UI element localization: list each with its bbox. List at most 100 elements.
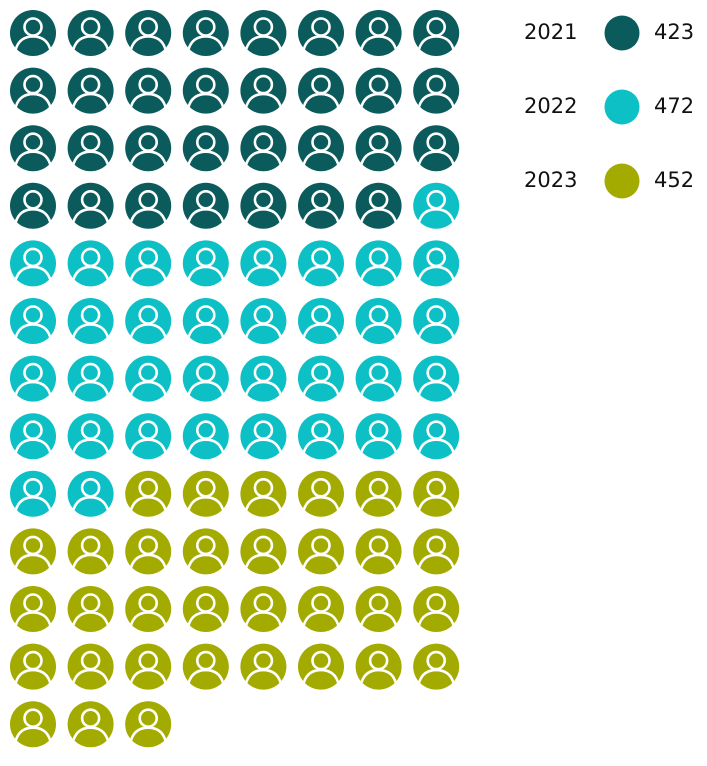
person-icon	[240, 355, 287, 402]
icon-body	[72, 495, 109, 511]
icon-body	[417, 438, 455, 453]
icon-body	[129, 92, 167, 108]
icon-disc	[10, 182, 56, 229]
person-icon	[10, 240, 56, 287]
icon-body	[14, 207, 52, 223]
person-icon	[240, 586, 287, 632]
icon-disc	[125, 355, 172, 402]
icon-body	[302, 92, 340, 108]
icon-body	[14, 726, 52, 741]
icon-body	[302, 35, 340, 50]
icon-body	[245, 668, 282, 684]
icon-body	[187, 265, 225, 281]
icon-disc	[355, 586, 402, 632]
icon-body	[129, 668, 167, 684]
icon-disc	[10, 586, 56, 632]
person-icon	[182, 470, 229, 517]
person-icon	[125, 470, 172, 517]
icon-body	[245, 92, 282, 108]
icon-disc	[182, 182, 229, 229]
person-icon	[67, 643, 114, 690]
icon-body	[245, 495, 282, 511]
icon-disc	[125, 10, 172, 56]
icon-body	[417, 323, 455, 338]
icon-disc	[413, 182, 460, 229]
person-icon	[413, 125, 460, 172]
icon-body	[129, 265, 167, 281]
icon-body	[360, 92, 397, 108]
icon-disc	[182, 298, 229, 344]
icon-disc	[67, 67, 114, 114]
person-icon	[413, 470, 460, 517]
person-icon	[182, 182, 229, 229]
icon-body	[245, 380, 282, 396]
icon-disc	[67, 528, 114, 575]
icon-disc	[182, 240, 229, 287]
person-icon	[413, 528, 460, 575]
person-icon	[355, 67, 402, 114]
person-icon	[240, 67, 287, 114]
person-icon	[182, 67, 229, 114]
icon-disc	[182, 528, 229, 575]
icon-disc	[413, 125, 460, 172]
person-icon	[413, 10, 460, 56]
person-icon	[10, 355, 56, 402]
icon-body	[14, 380, 52, 396]
icon-body	[129, 323, 167, 338]
icon-disc	[240, 67, 287, 114]
person-icon	[10, 182, 56, 229]
legend-value: 452	[654, 168, 694, 192]
icon-disc	[298, 643, 344, 690]
icon-disc	[240, 298, 287, 344]
icon-disc	[298, 125, 344, 172]
icon-body	[187, 92, 225, 108]
icon-body	[14, 35, 52, 50]
icon-disc	[125, 701, 172, 748]
icon-disc	[182, 586, 229, 632]
icon-body	[187, 495, 225, 511]
icon-body	[129, 553, 167, 569]
icon-body	[302, 438, 340, 453]
icon-disc	[298, 182, 344, 229]
person-icon	[182, 125, 229, 172]
icon-disc	[298, 586, 344, 632]
icon-disc	[182, 355, 229, 402]
icon-disc	[10, 125, 56, 172]
icon-body	[245, 150, 282, 165]
icon-body	[360, 438, 397, 453]
icon-body	[129, 726, 167, 741]
icon-body	[245, 438, 282, 453]
icon-disc	[240, 182, 287, 229]
person-icon	[240, 240, 287, 287]
icon-body	[302, 611, 340, 626]
icon-body	[302, 265, 340, 281]
icon-body	[360, 207, 397, 223]
icon-body	[360, 553, 397, 569]
person-icon	[182, 240, 229, 287]
icon-disc	[413, 413, 460, 460]
person-icon	[298, 182, 344, 229]
icon-body	[72, 323, 109, 338]
person-icon	[125, 586, 172, 632]
icon-body	[187, 207, 225, 223]
icon-body	[417, 92, 455, 108]
person-icon	[182, 413, 229, 460]
person-icon	[67, 125, 114, 172]
person-icon	[413, 355, 460, 402]
icon-body	[245, 611, 282, 626]
icon-disc	[413, 470, 460, 517]
icon-disc	[413, 643, 460, 690]
icon-body	[187, 150, 225, 165]
person-icon	[298, 586, 344, 632]
icon-disc	[240, 470, 287, 517]
person-icon	[298, 10, 344, 56]
icon-disc	[298, 298, 344, 344]
icon-body	[72, 668, 109, 684]
person-icon	[67, 298, 114, 344]
icon-body	[245, 35, 282, 50]
icon-disc	[10, 643, 56, 690]
person-icon	[182, 355, 229, 402]
icon-body	[72, 438, 109, 453]
icon-disc	[182, 67, 229, 114]
icon-body	[417, 380, 455, 396]
